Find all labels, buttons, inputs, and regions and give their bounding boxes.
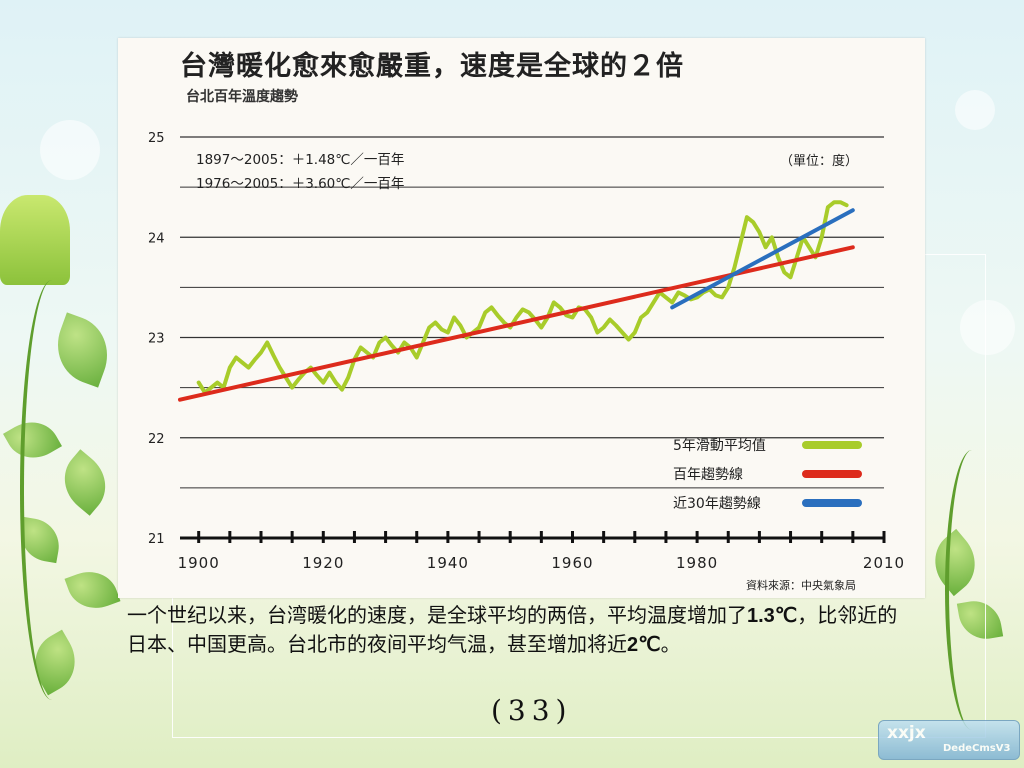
watermark-logo-text: xxjx bbox=[887, 723, 926, 743]
y-tick-label: 22 bbox=[148, 432, 165, 447]
slide-caption: 一个世纪以来，台湾暖化的速度，是全球平均的两倍，平均温度增加了1.3℃，比邻近的… bbox=[127, 601, 917, 659]
gridlines: 21 22 23 24 25 bbox=[148, 131, 884, 547]
recent-30-year-trend-line bbox=[670, 208, 855, 310]
unit-label: （單位：度） bbox=[780, 154, 859, 169]
trend-annotation-recent: 1976～2005：＋3.60℃／一百年 bbox=[196, 176, 405, 192]
site-watermark-logo: xxjx DedeCmsV3 bbox=[878, 720, 1020, 760]
legend-item-century-trend-label: 百年趨勢線 bbox=[673, 467, 743, 483]
y-tick-label: 23 bbox=[148, 332, 165, 347]
series-lines bbox=[178, 200, 855, 402]
legend-item-recent-trend-label: 近30年趨勢線 bbox=[673, 496, 761, 512]
source-label: 資料來源：中央氣象局 bbox=[746, 579, 856, 592]
background-bubble bbox=[955, 90, 995, 130]
century-trend-line bbox=[178, 245, 855, 402]
background-bubble bbox=[960, 300, 1015, 355]
background-bubble bbox=[40, 120, 100, 180]
trend-annotation-century: 1897～2005：＋1.48℃／一百年 bbox=[196, 152, 405, 168]
leaf-house-decoration bbox=[0, 195, 70, 285]
caption-text-1: 一个世纪以来，台湾暖化的速度，是全球平均的两倍，平均温度增加了 bbox=[127, 603, 747, 627]
caption-value-1: 1.3℃ bbox=[747, 605, 798, 627]
vine-decoration bbox=[945, 450, 999, 730]
y-tick-label: 24 bbox=[148, 231, 165, 246]
x-tick-label: 1940 bbox=[427, 554, 469, 572]
x-tick-label: 1920 bbox=[302, 554, 344, 572]
page-number: (33) bbox=[491, 694, 573, 727]
x-tick-label: 1900 bbox=[178, 554, 220, 572]
vine-decoration bbox=[20, 280, 84, 700]
caption-text-2: ，比邻近的日本、中国更高。台北市的夜间平均气温，甚至增加将近 bbox=[127, 603, 898, 656]
chart-panel: 21 22 23 24 25 1900 1920 1940 1960 1980 2010 5年滑動… bbox=[118, 38, 925, 598]
watermark-logo-subtext: DedeCmsV3 bbox=[943, 743, 1011, 754]
x-tick-label: 2010 bbox=[863, 554, 905, 572]
five-year-moving-average-line bbox=[196, 200, 849, 395]
temperature-chart: 21 22 23 24 25 1900 1920 1940 1960 1980 2010 5年滑動… bbox=[148, 131, 905, 572]
x-tick-label: 1960 bbox=[551, 554, 593, 572]
y-tick-label: 25 bbox=[148, 131, 165, 146]
x-axis-ticks: 1900 1920 1940 1960 1980 2010 bbox=[178, 531, 905, 572]
chart-title: 台灣暖化愈來愈嚴重，速度是全球的２倍 bbox=[180, 51, 684, 82]
y-tick-label: 21 bbox=[148, 532, 165, 547]
caption-value-2: 2℃ bbox=[627, 634, 661, 656]
legend-item-moving-average-label: 5年滑動平均值 bbox=[673, 437, 766, 454]
caption-text-3: 。 bbox=[660, 632, 681, 656]
x-tick-label: 1980 bbox=[676, 554, 718, 572]
chart-subtitle: 台北百年溫度趨勢 bbox=[186, 89, 298, 105]
